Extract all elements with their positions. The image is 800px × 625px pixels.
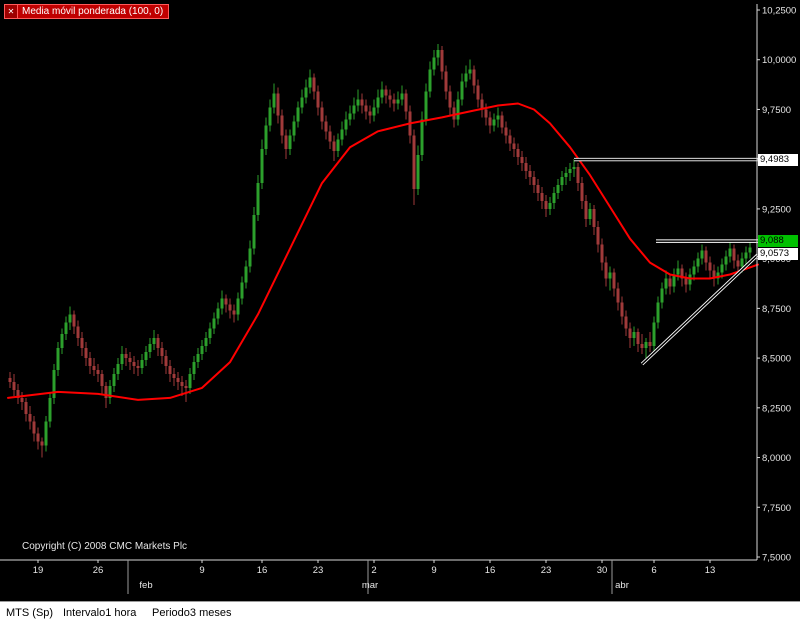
x-axis-week-label: 26 (93, 565, 104, 576)
x-axis-week-label: 16 (257, 565, 268, 576)
x-axis-week-label: 9 (199, 565, 204, 576)
x-axis-month-label: feb (139, 580, 152, 591)
indicator-label: Media móvil ponderada (100, 0) (22, 6, 164, 17)
status-bar: MTS (Sp) Intervalo1 hora Periodo3 meses (0, 601, 800, 625)
y-axis-tick-label: 8,2500 (762, 403, 791, 414)
y-axis-tick-label: 7,7500 (762, 503, 791, 514)
y-axis-tick-label: 8,7500 (762, 304, 791, 315)
x-axis-week-label: 23 (313, 565, 324, 576)
x-axis-week-label: 6 (651, 565, 656, 576)
x-axis-month-label: abr (615, 580, 629, 591)
period-label[interactable]: Periodo3 meses (152, 607, 232, 619)
y-axis-tick-label: 8,5000 (762, 354, 791, 365)
x-axis-week-label: 13 (705, 565, 716, 576)
x-axis-week-label: 19 (33, 565, 44, 576)
moving-average-line[interactable] (7, 102, 759, 401)
y-axis-tick-label: 10,0000 (762, 55, 796, 66)
copyright-text: Copyright (C) 2008 CMC Markets Plc (22, 541, 188, 552)
y-axis-tick-label: 8,0000 (762, 453, 791, 464)
interval-label[interactable]: Intervalo1 hora (63, 607, 137, 619)
x-axis-week-label: 9 (431, 565, 436, 576)
y-axis-tick-label: 10,2500 (762, 6, 796, 17)
y-axis-tick-label: 7,5000 (762, 553, 791, 564)
instrument-label: MTS (Sp) (6, 607, 54, 619)
close-icon[interactable]: ✕ (5, 5, 18, 18)
price-marker-2: 9,0573 (758, 248, 798, 260)
indicator-legend: ✕ Media móvil ponderada (100, 0) (4, 4, 170, 19)
x-axis-week-label: 30 (597, 565, 608, 576)
price-marker-1: 9,088 (758, 235, 798, 247)
x-axis-week-label: 23 (541, 565, 552, 576)
price-marker-0: 9,4983 (758, 154, 798, 166)
x-axis-month-label: mar (362, 580, 378, 591)
trendline[interactable] (641, 254, 759, 365)
y-axis-tick-label: 9,2500 (762, 204, 791, 215)
y-axis-tick-label: 9,7500 (762, 105, 791, 116)
chart-background[interactable]: 10,250010,00009,75009,50009,25009,00008,… (0, 0, 800, 601)
chart-plot-area[interactable]: 10,250010,00009,75009,50009,25009,00008,… (0, 0, 800, 601)
x-axis-week-label: 16 (485, 565, 496, 576)
x-axis-week-label: 2 (371, 565, 376, 576)
